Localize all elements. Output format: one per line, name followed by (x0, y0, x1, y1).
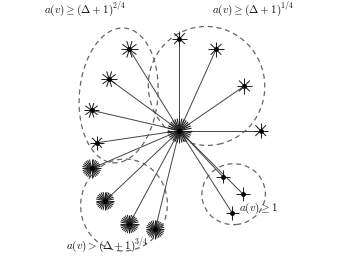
Text: $a(v) > (\Delta+1)^{3/4}$: $a(v) > (\Delta+1)^{3/4}$ (66, 237, 148, 255)
Text: $a(v) \geq (\Delta+1)^{1/4}$: $a(v) \geq (\Delta+1)^{1/4}$ (212, 1, 294, 19)
Text: $a(v) \geq (\Delta+1)^{2/4}$: $a(v) \geq (\Delta+1)^{2/4}$ (44, 1, 126, 19)
Text: $a(v) \geq 1$: $a(v) \geq 1$ (239, 201, 278, 216)
